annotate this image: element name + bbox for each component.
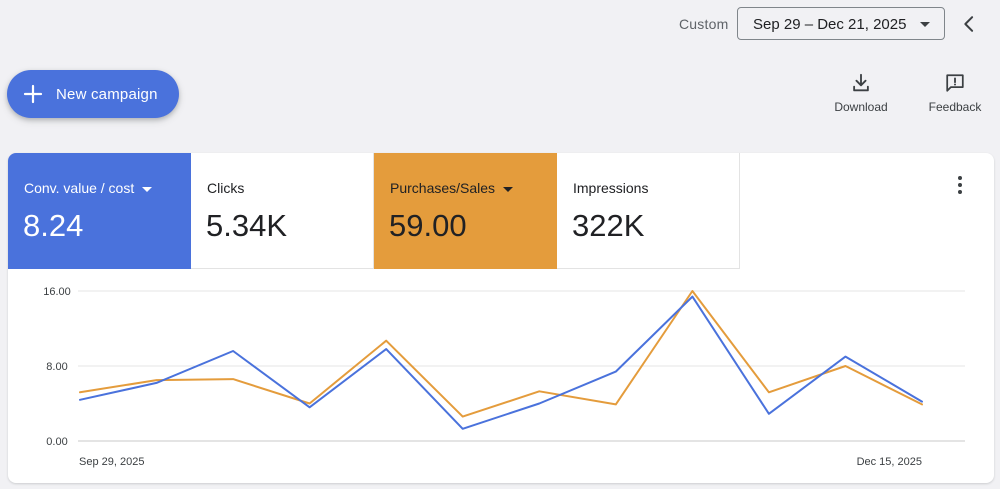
date-range-value: Sep 29 – Dec 21, 2025: [753, 16, 907, 33]
new-campaign-label: New campaign: [56, 86, 158, 103]
metric-tile-impressions[interactable]: Impressions 322K: [557, 153, 740, 269]
y-tick-label: 8.00: [46, 361, 67, 373]
metric-value: 5.34K: [206, 208, 288, 243]
feedback-label: Feedback: [928, 100, 982, 114]
caret-down-icon: [920, 22, 930, 27]
y-tick-label: 16.00: [43, 286, 71, 298]
metric-name: Purchases/Sales: [390, 180, 514, 196]
series-line: [79, 295, 923, 430]
line-chart: 0.00 8.00 16.00 Sep 29, 2025 Dec 15, 2025: [43, 286, 965, 468]
caret-down-icon[interactable]: [142, 186, 153, 192]
metric-tile-conv-value-cost[interactable]: Conv. value / cost 8.24: [8, 153, 191, 269]
date-range-select[interactable]: Sep 29 – Dec 21, 2025: [737, 7, 945, 40]
download-button[interactable]: Download: [826, 72, 896, 118]
metric-value: 8.24: [23, 208, 84, 243]
series-line: [79, 290, 923, 418]
plus-icon: [23, 84, 43, 104]
x-tick-label: Dec 15, 2025: [857, 456, 922, 468]
metric-value: 59.00: [389, 208, 467, 243]
y-tick-label: 0.00: [46, 436, 67, 448]
metric-tile-purchases-sales[interactable]: Purchases/Sales 59.00: [374, 153, 557, 269]
more-vert-icon[interactable]: [950, 173, 970, 197]
metric-tile-clicks[interactable]: Clicks 5.34K: [191, 153, 374, 269]
x-tick-label: Sep 29, 2025: [79, 456, 144, 468]
date-range-type-label: Custom: [679, 16, 729, 32]
feedback-button[interactable]: Feedback: [920, 72, 990, 118]
metric-name: Impressions: [573, 180, 649, 196]
performance-card: Conv. value / cost 8.24 Clicks 5.34K Pur…: [8, 153, 994, 483]
feedback-icon: [946, 74, 964, 92]
new-campaign-button[interactable]: New campaign: [7, 70, 179, 118]
download-icon: [853, 73, 869, 92]
download-label: Download: [834, 100, 888, 114]
caret-down-icon[interactable]: [503, 186, 514, 192]
metric-name: Conv. value / cost: [24, 180, 153, 196]
metric-value: 322K: [572, 208, 645, 243]
metric-name: Clicks: [207, 180, 245, 196]
chevron-left-icon[interactable]: [958, 12, 980, 36]
